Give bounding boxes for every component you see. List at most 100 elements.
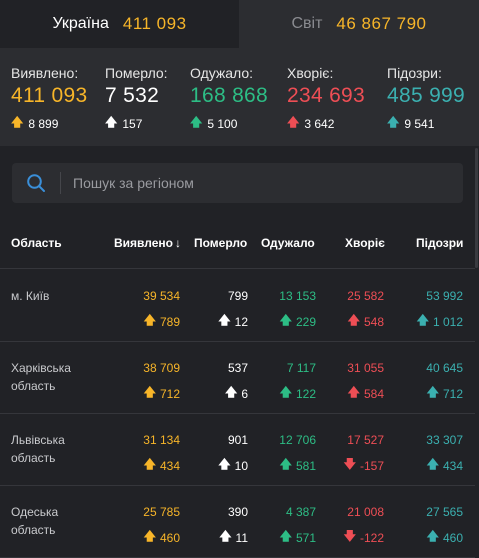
arrow-up-icon: 🡅 <box>279 529 292 543</box>
stat-sick: Хворіє: 234 693 🡅 3 642 <box>287 65 365 134</box>
arrow-up-icon: 🡅 <box>287 115 300 129</box>
cell-deaths-delta-value: 12 <box>234 314 248 329</box>
cell-sick: 21 008 🡇 -122 <box>344 505 384 548</box>
stat-sick-value: 234 693 <box>287 84 366 107</box>
table-row[interactable]: м. Київ 39 534 🡅 789 799 🡅 12 13 153 🡅 229 25 582 🡅… <box>0 269 475 341</box>
stat-confirmed-label: Виявлено: <box>11 65 79 81</box>
search-bar <box>12 163 463 203</box>
cell-deaths-value: 901 <box>227 433 248 447</box>
arrow-up-icon: 🡅 <box>347 313 360 327</box>
header-deaths[interactable]: Померло <box>194 236 248 250</box>
cell-suspected-value: 27 565 <box>426 505 463 519</box>
stat-sick-delta-value: 3 642 <box>304 116 335 131</box>
arrow-up-icon: 🡅 <box>224 385 238 399</box>
cell-recovered: 7 117 🡅 122 <box>280 361 316 404</box>
cell-suspected-delta: 🡅 460 <box>426 527 463 548</box>
stat-confirmed-delta-value: 8 899 <box>28 116 59 131</box>
cell-recovered-delta: 🡅 581 <box>279 455 316 476</box>
cell-deaths: 537 🡅 6 <box>225 361 248 404</box>
cell-confirmed: 25 785 🡅 460 <box>143 505 180 548</box>
cell-recovered-delta-value: 229 <box>295 314 316 329</box>
cell-confirmed-value: 25 785 <box>143 505 180 519</box>
cell-deaths-delta: 🡅 12 <box>218 311 248 332</box>
arrow-up-icon: 🡅 <box>143 385 156 399</box>
cell-deaths-value: 799 <box>227 289 248 303</box>
cell-confirmed-delta-value: 460 <box>159 530 180 545</box>
header-region[interactable]: Область <box>11 236 62 250</box>
row-region: Львівська область <box>11 433 65 465</box>
cell-suspected-delta: 🡅 712 <box>426 383 463 404</box>
header-recovered[interactable]: Одужало <box>261 236 315 250</box>
stat-recovered-label: Одужало: <box>190 65 254 81</box>
search-divider <box>60 172 61 194</box>
cell-suspected-delta: 🡅 1 012 <box>417 311 463 332</box>
cell-confirmed-delta-value: 789 <box>159 314 180 329</box>
scrollbar-thumb[interactable] <box>475 148 478 268</box>
stat-deaths-label: Померло: <box>105 65 168 81</box>
cell-recovered-value: 13 153 <box>279 289 316 303</box>
cell-confirmed-delta: 🡅 434 <box>143 455 180 476</box>
cell-suspected-value: 40 645 <box>426 361 463 375</box>
cell-sick-delta-value: -122 <box>359 530 384 545</box>
stat-confirmed-value: 411 093 <box>11 84 88 107</box>
arrow-up-icon: 🡅 <box>219 529 232 543</box>
cell-deaths-delta-value: 6 <box>241 386 248 401</box>
cell-recovered-delta-value: 581 <box>295 458 316 473</box>
header-sick[interactable]: Хворіє <box>345 236 385 250</box>
arrow-up-icon: 🡅 <box>143 529 156 543</box>
stat-deaths-delta: 🡅 157 <box>105 113 168 134</box>
cell-deaths-value: 390 <box>227 505 248 519</box>
cell-sick-delta-value: 584 <box>363 386 384 401</box>
cell-sick-value: 25 582 <box>347 289 384 303</box>
header-suspected[interactable]: Підозри <box>416 236 464 250</box>
arrow-up-icon: 🡅 <box>426 457 439 471</box>
table-row[interactable]: Львівська область 31 134 🡅 434 901 🡅 10 12 706 🡅… <box>0 413 475 485</box>
table-header: Область Виявлено ↓ Померло Одужало Хворіє… <box>0 222 475 266</box>
arrow-up-icon: 🡅 <box>347 385 360 399</box>
table-row[interactable]: Одеська область 25 785 🡅 460 390 🡅 11 4 387 🡅 571… <box>0 485 475 557</box>
tab-world-label: Світ <box>291 15 323 32</box>
search-input[interactable] <box>61 163 463 203</box>
cell-recovered-delta-value: 122 <box>295 386 316 401</box>
cell-sick-value: 21 008 <box>347 505 384 519</box>
cell-confirmed-delta-value: 712 <box>159 386 180 401</box>
search-icon[interactable] <box>12 163 60 203</box>
table-row[interactable]: Харківська область 38 709 🡅 712 537 🡅 6 7 117 🡅 1… <box>0 341 475 413</box>
arrow-up-icon: 🡅 <box>143 457 156 471</box>
tab-world[interactable]: Світ 46 867 790 <box>239 0 479 48</box>
cell-confirmed-value: 31 134 <box>143 433 180 447</box>
arrow-up-icon: 🡅 <box>218 313 231 327</box>
cell-recovered-delta-value: 571 <box>295 530 316 545</box>
cell-confirmed-delta-value: 434 <box>159 458 180 473</box>
cell-recovered-delta: 🡅 229 <box>279 311 316 332</box>
cell-sick: 31 055 🡅 584 <box>347 361 384 404</box>
cell-confirmed: 31 134 🡅 434 <box>143 433 180 476</box>
tab-ukraine-label: Україна <box>52 15 109 32</box>
header-confirmed[interactable]: Виявлено ↓ <box>114 236 181 250</box>
tab-ukraine[interactable]: Україна 411 093 <box>0 0 239 48</box>
stat-suspected-delta-value: 9 541 <box>404 116 435 131</box>
cell-confirmed-delta: 🡅 789 <box>143 311 180 332</box>
arrow-up-icon: 🡅 <box>279 385 292 399</box>
cell-deaths-delta-value: 10 <box>234 458 248 473</box>
cell-suspected: 27 565 🡅 460 <box>426 505 463 548</box>
cell-recovered-value: 7 117 <box>286 361 316 375</box>
summary-panel: Виявлено: 411 093 🡅 8 899 Померло: 7 532… <box>0 48 479 146</box>
cell-deaths-delta: 🡅 10 <box>218 455 248 476</box>
cell-suspected-delta-value: 434 <box>442 458 463 473</box>
cell-sick-value: 31 055 <box>347 361 384 375</box>
stat-deaths: Померло: 7 532 🡅 157 <box>105 65 168 134</box>
cell-recovered-delta: 🡅 571 <box>280 527 316 548</box>
arrow-up-icon: 🡅 <box>190 115 203 129</box>
cell-recovered: 12 706 🡅 581 <box>279 433 316 476</box>
stat-confirmed: Виявлено: 411 093 🡅 8 899 <box>11 65 87 134</box>
cell-sick: 25 582 🡅 548 <box>347 289 384 332</box>
stat-recovered-delta-value: 5 100 <box>207 116 238 131</box>
cell-suspected-value: 33 307 <box>426 433 463 447</box>
stat-suspected-value: 485 999 <box>387 84 466 107</box>
arrow-up-icon: 🡅 <box>426 529 439 543</box>
cell-sick-delta: 🡅 548 <box>347 311 384 332</box>
cell-suspected: 40 645 🡅 712 <box>426 361 463 404</box>
arrow-down-icon: 🡇 <box>343 457 356 471</box>
cell-suspected-delta: 🡅 434 <box>426 455 463 476</box>
